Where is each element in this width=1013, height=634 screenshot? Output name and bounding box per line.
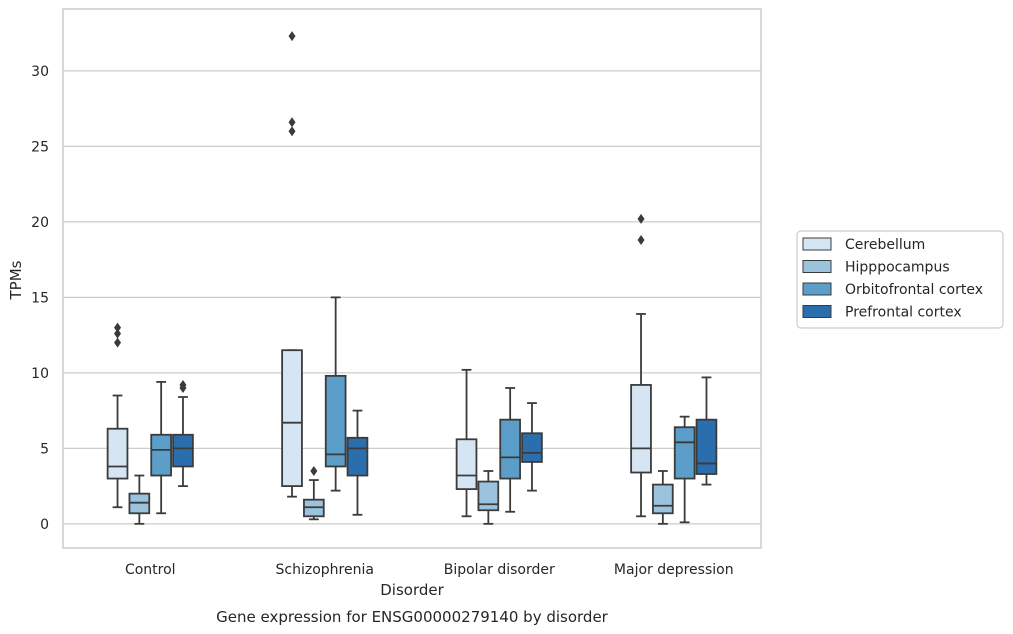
box-0-2 <box>455 368 478 518</box>
y-tick-label: 5 <box>40 441 49 457</box>
y-axis-label: TPMs <box>7 260 25 300</box>
box-body <box>695 418 718 475</box>
outlier-point <box>288 117 296 128</box>
outlier-point <box>288 31 296 42</box>
box-body <box>499 418 521 480</box>
legend-item: Hipppocampus <box>802 260 950 276</box>
outlier-point <box>637 235 645 245</box>
outlier-point <box>114 322 122 333</box>
box-2-1 <box>324 296 347 492</box>
legend-frame <box>796 230 1004 329</box>
box-body <box>477 480 500 512</box>
legend: Cerebellum Hipppocampus Orbitofrontal cort… <box>796 230 1004 329</box>
box-2-3 <box>673 415 696 524</box>
box-1-3 <box>652 470 674 525</box>
box-body <box>281 349 303 487</box>
box-body <box>521 432 543 463</box>
legend-swatch <box>802 282 832 296</box>
legend-swatch <box>802 305 832 318</box>
outlier-point <box>310 466 318 476</box>
legend-label: Cerebellum <box>845 237 925 253</box>
box-body <box>652 483 674 515</box>
box-body <box>150 433 172 477</box>
box-2-0 <box>150 381 172 515</box>
y-tick-labels: 0 5 10 15 20 25 30 <box>31 64 49 533</box>
box-body <box>673 426 696 480</box>
box-body <box>106 427 129 480</box>
plot-frame <box>62 8 762 549</box>
y-tick-label: 30 <box>31 64 49 80</box>
box-body <box>324 374 347 468</box>
legend-label: Orbitofrontal cortex <box>845 282 983 298</box>
chart-caption: Gene expression for ENSG00000279140 by d… <box>216 608 609 626</box>
outlier-point <box>114 337 122 348</box>
legend-swatch <box>802 237 832 251</box>
legend-item: Cerebellum <box>802 237 925 253</box>
box-body <box>172 433 194 468</box>
outlier-point <box>179 379 187 390</box>
box-body <box>346 436 369 477</box>
y-tick-label: 0 <box>40 517 49 533</box>
legend-swatch <box>802 260 832 273</box>
box-plots <box>106 31 718 525</box>
box-3-3 <box>695 376 718 486</box>
x-tick-labels: Control Schizophrenia Bipolar disorder Majo… <box>125 562 734 578</box>
box-body <box>630 384 652 474</box>
box-0-1 <box>281 31 303 498</box>
outlier-point <box>114 328 122 339</box>
y-tick-label: 10 <box>31 366 49 382</box>
x-tick-label: Major depression <box>614 562 734 578</box>
legend-item: Orbitofrontal cortex <box>802 282 983 298</box>
box-2-2 <box>499 387 521 513</box>
y-tick-label: 20 <box>31 215 49 231</box>
box-0-0 <box>106 322 129 509</box>
box-3-2 <box>521 402 543 492</box>
y-tick-label: 25 <box>31 139 49 155</box>
box-1-1 <box>303 466 325 521</box>
legend-label: Hipppocampus <box>845 260 950 276</box>
legend-item: Prefrontal cortex <box>802 305 962 321</box>
x-tick-label: Control <box>125 562 176 578</box>
legend-label: Prefrontal cortex <box>845 305 962 321</box>
x-tick-label: Schizophrenia <box>276 562 374 578</box>
box-1-0 <box>128 474 151 525</box>
outlier-point <box>288 126 296 137</box>
box-3-0 <box>172 379 194 487</box>
x-axis-label: Disorder <box>380 581 444 599</box>
box-1-2 <box>477 470 500 525</box>
x-tick-label: Bipolar disorder <box>444 562 555 578</box>
y-tick-label: 15 <box>31 290 49 306</box>
outlier-point <box>637 213 645 224</box>
box-3-1 <box>346 409 369 516</box>
box-body <box>455 438 478 491</box>
box-0-3 <box>630 213 652 518</box>
